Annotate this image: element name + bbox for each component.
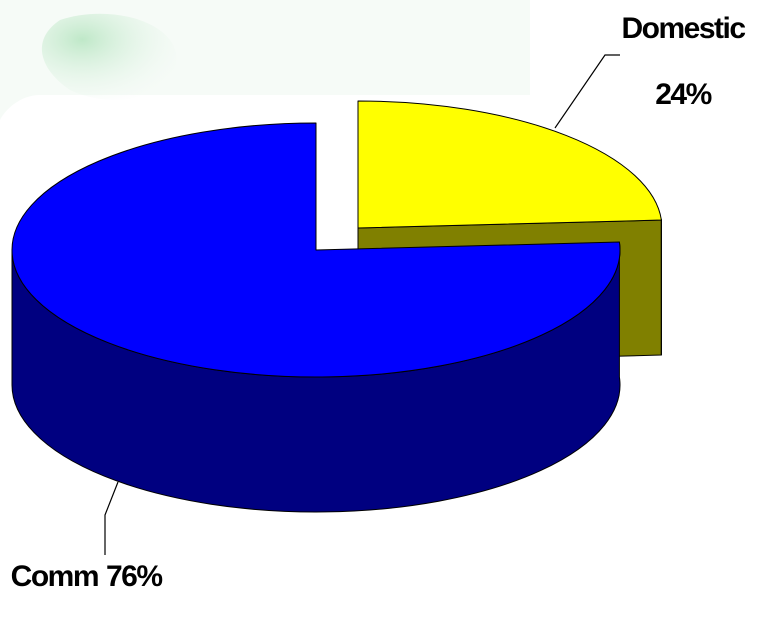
slice: [11, 122, 621, 378]
slice: [357, 100, 662, 229]
leader-line: [554, 54, 620, 129]
leader-line: [104, 481, 119, 555]
value-label: 24%: [655, 78, 711, 111]
value-label: 76%: [106, 560, 162, 593]
slice-label: Comm: [11, 560, 98, 593]
slice-label: Domestic: [621, 12, 745, 45]
background-blob: [41, 13, 177, 100]
